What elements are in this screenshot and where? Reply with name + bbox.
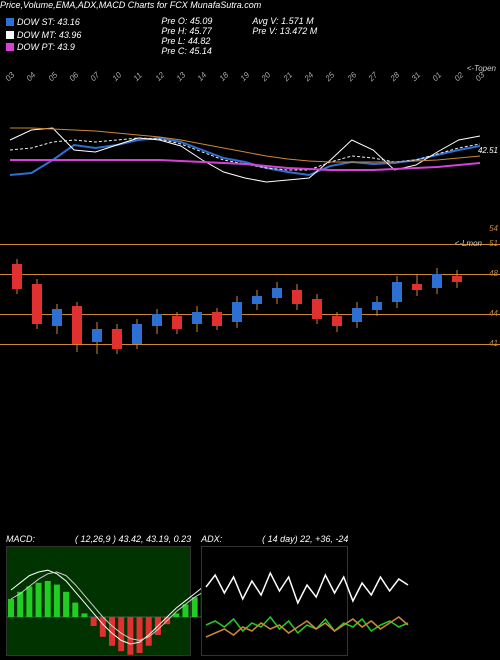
legend: DOW ST: 43.16DOW MT: 43.96DOW PT: 43.9 [6, 16, 81, 56]
date-tick: 13 [175, 70, 188, 83]
macd-panel: MACD: ( 12,26,9 ) 43.42, 43.19, 0.23 [6, 534, 191, 656]
legend-label: DOW MT: 43.96 [17, 29, 81, 42]
date-tick: 05 [46, 70, 59, 83]
macd-params: ( 12,26,9 ) 43.42, 43.19, 0.23 [75, 534, 191, 544]
date-tick: 04 [25, 70, 38, 83]
legend-swatch [6, 31, 14, 39]
date-tick: 10 [110, 70, 123, 83]
adx-panel: ADX: ( 14 day) 22, +36, -24 [201, 534, 348, 656]
date-tick: 14 [196, 70, 209, 83]
info-line: Pre H: 45.77 [161, 26, 212, 36]
price-y-label: 42.51 [478, 146, 498, 155]
date-tick: 20 [260, 70, 273, 83]
date-tick: 06 [68, 70, 81, 83]
price-y-label: 54 [489, 224, 498, 233]
date-axis: <-Topen 03040506071011121314181920212425… [0, 62, 500, 82]
date-tick: 19 [239, 70, 252, 83]
date-tick: 18 [217, 70, 230, 83]
chart-title: Price,Volume,EMA,ADX,MACD Charts for FCX… [0, 0, 500, 10]
info-line: Avg V: 1.571 M [252, 16, 317, 26]
legend-item: DOW MT: 43.96 [6, 29, 81, 42]
date-tick: 27 [367, 70, 380, 83]
date-tick: 07 [89, 70, 102, 83]
date-tick: 11 [132, 71, 144, 83]
date-tick: 12 [153, 70, 166, 83]
info-line: Pre V: 13.472 M [252, 26, 317, 36]
date-tick: 02 [452, 70, 465, 83]
date-tick: 28 [388, 70, 401, 83]
date-tick: 01 [431, 70, 444, 83]
info-line: Pre O: 45.09 [161, 16, 212, 26]
legend-item: DOW ST: 43.16 [6, 16, 81, 29]
volume-info: Avg V: 1.571 MPre V: 13.472 M [252, 16, 317, 56]
indicators-row: MACD: ( 12,26,9 ) 43.42, 43.19, 0.23 ADX… [0, 534, 500, 656]
date-tick: 26 [345, 70, 358, 83]
date-tick: 24 [303, 70, 316, 83]
legend-label: DOW PT: 43.9 [17, 41, 75, 54]
legend-item: DOW PT: 43.9 [6, 41, 81, 54]
legend-swatch [6, 43, 14, 51]
legend-swatch [6, 18, 14, 26]
info-line: Pre C: 45.14 [161, 46, 212, 56]
date-tick: 31 [410, 70, 423, 83]
price-chart: 42.51 54 [0, 90, 500, 230]
candle-chart: 51<-Lmon484441 [0, 234, 500, 374]
adx-label: ADX: [201, 534, 222, 544]
macd-label: MACD: [6, 534, 35, 544]
price-info: Pre O: 45.09Pre H: 45.77Pre L: 44.82Pre … [161, 16, 212, 56]
date-tick: 03 [4, 70, 17, 83]
spacer [0, 374, 500, 534]
adx-params: ( 14 day) 22, +36, -24 [262, 534, 348, 544]
date-tick: 25 [324, 70, 337, 83]
info-line: Pre L: 44.82 [161, 36, 212, 46]
date-tick: 21 [281, 70, 294, 83]
legend-label: DOW ST: 43.16 [17, 16, 80, 29]
header: DOW ST: 43.16DOW MT: 43.96DOW PT: 43.9 P… [0, 12, 500, 60]
